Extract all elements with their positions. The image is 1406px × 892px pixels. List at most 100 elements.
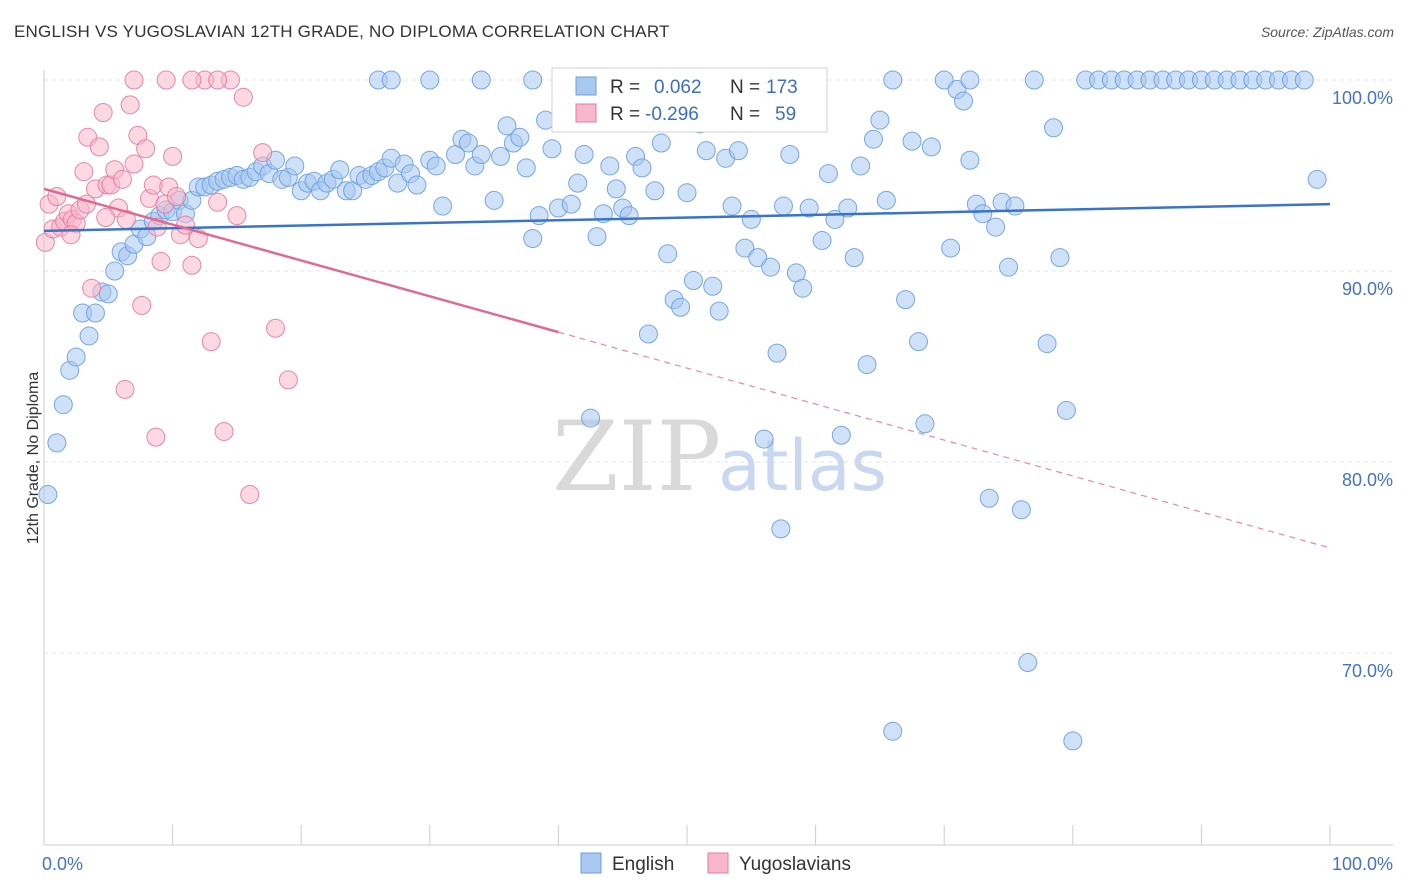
x-tick-label-right: 100.0% — [1332, 854, 1393, 874]
point-english-54 — [388, 173, 408, 193]
point-english-109 — [767, 343, 787, 363]
point-yugoslavians-42 — [214, 421, 234, 441]
watermark-zip: ZIP — [552, 401, 721, 513]
point-english-45 — [330, 160, 350, 180]
watermark: ZIP atlas — [552, 401, 887, 513]
point-english-133 — [934, 70, 954, 90]
point-english-84 — [606, 179, 626, 199]
legend-r-value-english: 0.062 — [654, 77, 702, 98]
legend-swatch-yugoslavians — [575, 103, 597, 123]
point-english-66 — [484, 190, 504, 210]
legend-r-label-yugoslavians: R = — [610, 104, 640, 125]
point-yugoslavians-49 — [278, 370, 298, 390]
point-yugoslavians-54 — [115, 379, 135, 399]
point-english-182 — [381, 70, 401, 90]
point-yugoslavians-41 — [208, 192, 228, 212]
legend-r-value-yugoslavians: -0.296 — [645, 104, 699, 125]
point-yugoslavians-30 — [151, 251, 171, 271]
point-english-99 — [703, 276, 723, 296]
point-english-119 — [831, 425, 851, 445]
point-yugoslavians-45 — [233, 87, 253, 107]
point-english-70 — [510, 127, 530, 147]
point-yugoslavians-10 — [74, 162, 94, 182]
point-english-171 — [1307, 169, 1327, 189]
point-english-113 — [793, 278, 813, 298]
chart-title: ENGLISH VS YUGOSLAVIAN 12TH GRADE, NO DI… — [14, 22, 670, 41]
point-english-81 — [587, 227, 607, 247]
legend-n-value-yugoslavians: 59 — [775, 104, 796, 125]
point-english-38 — [285, 156, 305, 176]
point-english-136 — [953, 91, 973, 111]
point-english-65 — [471, 144, 491, 164]
y-tick-label-2: 80.0% — [1342, 470, 1393, 490]
point-english-130 — [908, 332, 928, 352]
bottom-legend-label-yugoslavians: Yugoslavians — [739, 854, 851, 875]
point-english-137 — [960, 150, 980, 170]
legend-r-label-english: R = — [610, 77, 640, 98]
point-english-124 — [863, 129, 883, 149]
point-yugoslavians-55 — [146, 427, 166, 447]
point-english-67 — [491, 146, 511, 166]
point-english-60 — [433, 196, 453, 216]
point-yugoslavians-33 — [163, 146, 183, 166]
x-ticks — [43, 825, 1331, 845]
point-english-75 — [542, 139, 562, 159]
point-english-150 — [1050, 248, 1070, 268]
point-english-72 — [523, 229, 543, 249]
point-english-80 — [581, 408, 601, 428]
point-english-116 — [812, 230, 832, 250]
point-english-91 — [651, 133, 671, 153]
point-english-125 — [870, 110, 890, 130]
y-tick-labels: 100.0% 90.0% 80.0% 70.0% — [1332, 88, 1393, 681]
point-yugoslavians-57 — [96, 208, 116, 228]
series-layer — [35, 70, 1327, 751]
stats-legend: R = 0.062 N = 173 R = -0.296 N = 59 — [551, 67, 828, 133]
point-english-128 — [896, 290, 916, 310]
point-english-104 — [735, 238, 755, 258]
point-yugoslavians-52 — [182, 70, 202, 90]
point-english-181 — [960, 70, 980, 90]
y-axis-title: 12th Grade, No Diploma — [25, 372, 42, 545]
stats-legend-box — [551, 67, 828, 133]
point-yugoslavians-22 — [120, 95, 140, 115]
point-english-149 — [1044, 118, 1064, 138]
point-english-174 — [420, 70, 440, 90]
y-tick-label-3: 70.0% — [1342, 661, 1393, 681]
point-english-152 — [1063, 731, 1083, 751]
point-english-90 — [645, 181, 665, 201]
trend-line-yugoslavians — [43, 187, 559, 334]
point-english-0 — [38, 484, 58, 504]
point-english-147 — [1024, 70, 1044, 90]
point-english-94 — [671, 297, 691, 317]
point-yugoslavians-58 — [61, 225, 81, 245]
point-english-96 — [683, 271, 703, 291]
point-yugoslavians-12 — [82, 278, 102, 298]
point-english-131 — [915, 414, 935, 434]
point-english-146 — [1018, 653, 1038, 673]
point-english-89 — [638, 324, 658, 344]
point-yugoslavians-44 — [227, 206, 247, 226]
point-yugoslavians-47 — [253, 143, 273, 163]
series-yugoslavians — [35, 70, 298, 504]
point-yugoslavians-26 — [136, 139, 156, 159]
point-english-102 — [722, 196, 742, 216]
legend-swatch-english — [575, 76, 597, 96]
point-yugoslavians-20 — [112, 169, 132, 189]
point-english-6 — [79, 326, 99, 346]
trend-extension-yugoslavians — [558, 331, 1331, 549]
point-yugoslavians-40 — [201, 332, 221, 352]
point-english-114 — [799, 198, 819, 218]
point-yugoslavians-51 — [156, 70, 176, 90]
legend-n-value-english: 173 — [766, 77, 798, 98]
point-english-88 — [632, 158, 652, 178]
point-english-103 — [728, 141, 748, 161]
legend-n-label-english: N = — [730, 77, 760, 98]
point-english-143 — [999, 257, 1018, 277]
point-english-139 — [973, 204, 993, 224]
point-english-68 — [497, 116, 517, 136]
point-english-120 — [838, 198, 858, 218]
bottom-legend-swatch-english — [580, 852, 602, 874]
point-english-106 — [748, 248, 768, 268]
point-yugoslavians-37 — [182, 255, 202, 275]
